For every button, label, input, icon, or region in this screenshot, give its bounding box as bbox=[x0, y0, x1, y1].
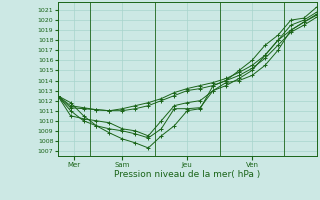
X-axis label: Pression niveau de la mer( hPa ): Pression niveau de la mer( hPa ) bbox=[114, 170, 260, 179]
